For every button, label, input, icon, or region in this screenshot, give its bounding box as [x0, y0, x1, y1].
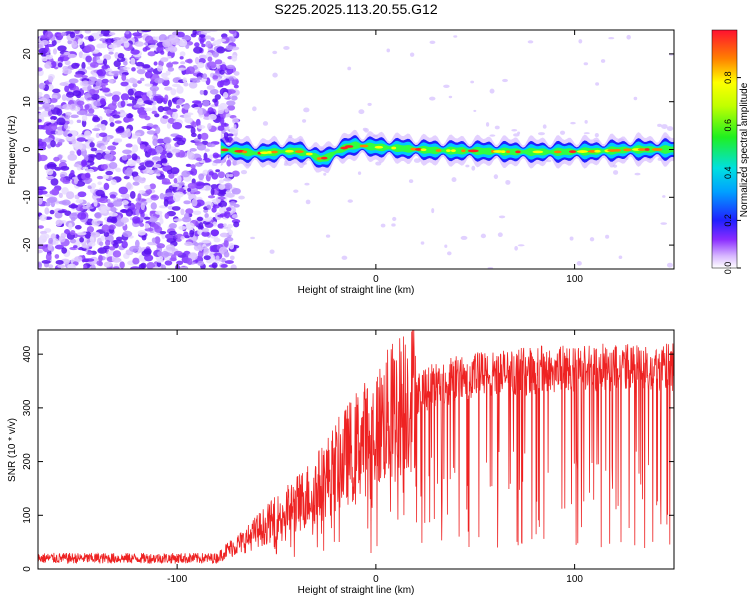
spectrogram-ridge — [220, 129, 674, 174]
snr-x-tick-label: 0 — [373, 574, 379, 585]
spectrogram-y-tick-label: -10 — [22, 190, 33, 205]
snr-x-label: Height of straight line (km) — [298, 585, 415, 596]
colorbar-tick-label: 0.2 — [723, 214, 733, 227]
spectrogram-x-ticks: -100 0 100 — [167, 30, 583, 285]
snr-x-tick-label: -100 — [167, 574, 187, 585]
spectrogram-y-tick-label: -20 — [22, 237, 33, 252]
spectrogram-x-tick-label: -100 — [167, 274, 187, 285]
snr-y-label: SNR (10 * v/v) — [7, 418, 18, 482]
colorbar-tick-label: 0.4 — [723, 167, 733, 180]
snr-y-ticks: 0 100 200 300 400 — [22, 345, 674, 572]
colorbar-label: Normalized spectral amplitude — [739, 82, 750, 217]
spectrogram-y-tick-label: 0 — [22, 146, 33, 152]
colorbar: 0.0 0.2 0.4 0.6 0.8 Normalized spectral ampl… — [711, 29, 750, 274]
snr-series-line — [38, 330, 674, 565]
snr-y-tick-label: 400 — [22, 345, 33, 362]
spectrogram-y-ticks: -20 -10 0 10 20 — [22, 48, 674, 252]
spectrogram-x-label: Height of straight line (km) — [298, 285, 415, 296]
snr-y-tick-label: 200 — [22, 453, 33, 470]
colorbar-tick-label: 0.6 — [723, 119, 733, 132]
spectrogram-y-tick-label: 10 — [22, 96, 33, 108]
colorbar-tick-label: 0.0 — [723, 262, 733, 275]
spectrogram-y-label: Frequency (Hz) — [7, 116, 18, 185]
spectrogram-y-tick-label: 20 — [22, 48, 33, 60]
snr-x-tick-label: 100 — [566, 574, 583, 585]
snr-y-tick-label: 0 — [22, 566, 33, 572]
snr-frame — [37, 329, 675, 570]
snr-x-ticks: -100 0 100 — [167, 330, 583, 585]
colorbar-gradient — [711, 29, 738, 269]
snr-y-tick-label: 300 — [22, 399, 33, 416]
spectrogram-x-tick-label: 100 — [566, 274, 583, 285]
colorbar-ticks: 0.0 0.2 0.4 0.6 0.8 — [723, 71, 741, 274]
snr-panel: -100 0 100 0 100 200 300 400 Height of straigh… — [7, 329, 675, 596]
snr-y-tick-label: 100 — [22, 507, 33, 524]
chart-title: S225.2025.113.20.55.G12 — [274, 1, 438, 17]
spectrogram-noise — [38, 30, 674, 269]
colorbar-tick-label: 0.8 — [723, 71, 733, 84]
spectrogram-x-tick-label: 0 — [373, 274, 379, 285]
